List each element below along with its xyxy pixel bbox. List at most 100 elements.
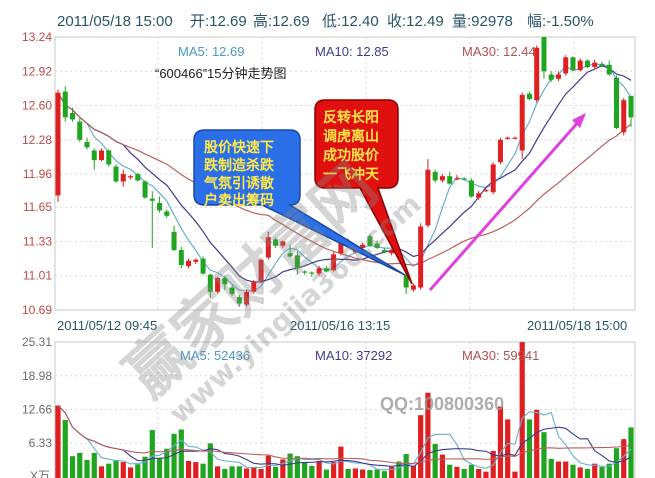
- volume-bar: [338, 446, 344, 478]
- candle-body: [178, 250, 184, 266]
- volume-unit: X万: [30, 469, 50, 478]
- volume-bar: [447, 464, 453, 478]
- candle: [331, 252, 337, 272]
- header-datetime: 2011/05/18 15:00: [57, 13, 173, 30]
- candle: [294, 251, 300, 275]
- candle-body: [128, 176, 134, 178]
- volume-tick-label: 18.98: [22, 369, 52, 383]
- candle: [367, 233, 373, 247]
- candle-body: [505, 137, 511, 139]
- candle: [555, 71, 561, 81]
- candle-body: [621, 100, 627, 133]
- candle-body: [84, 141, 90, 148]
- candle-body: [273, 239, 279, 246]
- candle-body: [106, 150, 112, 165]
- volume-bar: [265, 455, 271, 478]
- candle-body: [149, 198, 155, 201]
- candle: [193, 258, 199, 264]
- candle: [447, 171, 453, 185]
- volume-bar: [396, 461, 402, 478]
- candle: [149, 191, 155, 248]
- candle: [512, 136, 518, 139]
- candle: [526, 91, 532, 101]
- volume-bar: [127, 467, 134, 478]
- volume-bar: [294, 456, 300, 478]
- candle: [584, 59, 590, 69]
- volume-bar: [55, 405, 61, 478]
- volume-bar: [316, 460, 322, 478]
- candle-body: [113, 166, 119, 182]
- volume-bar: [207, 443, 213, 478]
- candle-body: [302, 271, 308, 273]
- volume-bar: [106, 463, 112, 478]
- candle-body: [534, 47, 540, 101]
- candle-body: [70, 113, 76, 120]
- candle-body: [497, 139, 503, 163]
- uptrend-arrow: [428, 113, 586, 291]
- candle-body: [468, 180, 474, 197]
- candle: [425, 159, 431, 228]
- candle-body: [476, 193, 482, 198]
- candles: [55, 37, 634, 307]
- volume-ma5-label: MA5: 52436: [180, 348, 250, 363]
- blue-callout-line: 户卖出筹码: [204, 192, 274, 209]
- candle: [178, 246, 184, 269]
- candle: [113, 164, 119, 183]
- volume-tick-label: 6.33: [29, 436, 53, 450]
- volume-bar: [555, 461, 562, 478]
- candle-body: [577, 60, 583, 71]
- candle: [62, 86, 68, 122]
- volume-bars: [55, 342, 634, 478]
- candle-body: [316, 268, 322, 274]
- volume-bar: [628, 427, 634, 478]
- candle-body: [526, 93, 532, 100]
- candle: [84, 137, 90, 150]
- volume-ma-lines: [57, 405, 632, 471]
- volume-bar: [592, 463, 598, 478]
- candle: [222, 275, 228, 290]
- candle: [200, 256, 206, 275]
- volume-bar: [200, 463, 206, 478]
- header-open: 开:12.69: [190, 13, 247, 30]
- volume-bar: [606, 463, 612, 478]
- volume-bar: [185, 460, 192, 478]
- candle: [497, 137, 503, 165]
- volume-bar: [345, 468, 351, 478]
- candle-body: [62, 91, 68, 118]
- price-ma5-label: MA5: 12.69: [178, 44, 245, 59]
- volume-bar: [193, 462, 199, 478]
- volume-bar: [563, 461, 569, 478]
- volume-bar: [425, 392, 431, 478]
- candle-body: [389, 250, 395, 254]
- volume-bar: [272, 466, 279, 478]
- candle-body: [570, 57, 576, 71]
- volume-ma30-line: [57, 405, 632, 465]
- volume-bar: [243, 468, 250, 478]
- candle: [563, 55, 569, 76]
- candle-body: [519, 94, 525, 151]
- candle: [316, 266, 322, 276]
- candle: [302, 270, 308, 275]
- candle-body: [628, 95, 634, 118]
- candle: [505, 136, 511, 140]
- candle-body: [613, 77, 619, 128]
- candle-body: [258, 259, 264, 282]
- volume-bar: [418, 415, 424, 478]
- price-ma-lines: [57, 62, 632, 292]
- volume-bar: [526, 419, 533, 478]
- candle: [128, 175, 134, 180]
- volume-bar: [403, 454, 409, 478]
- volume-bar: [570, 464, 576, 478]
- volume-bar: [135, 464, 141, 478]
- candle: [258, 258, 264, 284]
- candle-body: [200, 258, 206, 274]
- volume-bar: [287, 453, 293, 478]
- candle-body: [294, 255, 300, 269]
- price-tick-label: 12.28: [22, 133, 52, 147]
- volume-tick-label: 25.31: [22, 335, 52, 349]
- candle-body: [186, 260, 192, 267]
- volume-tick-label: 12.66: [22, 402, 52, 416]
- candle-body: [563, 57, 569, 74]
- volume-bar: [505, 419, 511, 478]
- candle: [519, 92, 525, 160]
